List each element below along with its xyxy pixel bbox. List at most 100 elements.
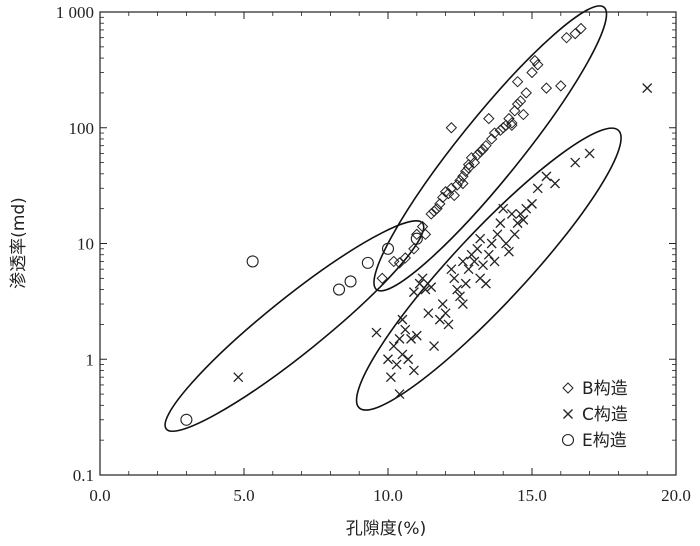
data-point-cross [495, 218, 506, 229]
x-tick-label: 5.0 [233, 486, 254, 505]
data-point-cross [452, 284, 463, 295]
data-point-cross [455, 291, 465, 302]
circle-marker-shape [180, 413, 193, 426]
data-point-cross [397, 314, 408, 325]
data-point-diamond [419, 228, 432, 241]
data-point-cross [408, 365, 419, 376]
x-axis-title: 孔隙度(%) [346, 519, 426, 539]
cross-marker-stroke [429, 341, 440, 352]
diamond-marker-shape [497, 122, 509, 134]
legend-label: E构造 [582, 431, 627, 451]
data-point-diamond [474, 146, 486, 158]
data-point-diamond [439, 186, 452, 198]
data-point-cross [457, 256, 468, 267]
data-point-diamond [468, 156, 481, 169]
cross-marker-stroke [394, 333, 405, 344]
data-point-diamond [477, 143, 489, 156]
data-point-diamond [431, 202, 443, 215]
data-point-diamond [399, 252, 411, 264]
data-point-circle [180, 413, 193, 426]
diamond-marker-shape [442, 187, 455, 200]
diamond-marker-shape [457, 170, 469, 183]
diamond-marker-shape [462, 162, 475, 174]
cross-marker-stroke [518, 214, 529, 225]
data-point-cross [411, 330, 422, 341]
diamond-marker-shape [457, 177, 469, 190]
diamond-marker-shape [428, 205, 440, 217]
y-tick-label: 100 [69, 119, 95, 138]
cross-marker-stroke [469, 256, 480, 267]
data-point-diamond [514, 95, 527, 107]
cross-marker-stroke [532, 183, 543, 194]
diamond-marker-shape [514, 95, 527, 107]
cross-marker-stroke [480, 278, 491, 289]
data-point-cross [394, 333, 405, 344]
cross-marker-stroke [486, 238, 497, 249]
diamond-marker-shape [494, 124, 507, 137]
data-point-cross [233, 372, 244, 383]
cross-marker-stroke [563, 409, 573, 419]
circle-marker-shape [561, 433, 575, 447]
legend-marker-circle [561, 433, 575, 447]
cross-marker-stroke [457, 299, 468, 309]
cross-marker-stroke [371, 327, 382, 338]
cross-marker-stroke [391, 359, 402, 370]
data-point-cross [527, 198, 537, 209]
cross-marker-stroke [463, 264, 474, 275]
cross-marker-stroke [642, 83, 653, 94]
data-point-diamond [376, 272, 388, 285]
data-point-cross [469, 256, 480, 267]
diamond-marker-shape [425, 208, 437, 220]
diamond-marker-shape [411, 228, 423, 241]
cluster-ellipse [355, 127, 622, 411]
data-point-cross [480, 278, 491, 289]
x-tick-label: 15.0 [517, 486, 547, 505]
data-point-diamond [532, 59, 544, 71]
data-point-diamond [555, 80, 567, 92]
data-point-cross [518, 214, 529, 225]
diamond-marker-shape [529, 54, 541, 67]
data-point-cross [486, 238, 497, 249]
data-point-cross [388, 341, 399, 352]
data-point-cross [408, 287, 419, 298]
data-point-cross [371, 327, 382, 338]
y-tick-label: 0.1 [73, 466, 94, 485]
data-point-diamond [511, 75, 524, 88]
cross-marker-stroke [512, 218, 523, 229]
data-point-cross [584, 148, 595, 159]
cross-marker-stroke [501, 238, 512, 249]
diamond-marker-shape [526, 66, 538, 79]
legend-marker-diamond [562, 382, 574, 394]
data-point-cross [532, 183, 543, 194]
cross-marker-stroke [527, 198, 537, 209]
diamond-marker-shape [419, 228, 432, 241]
cross-marker-stroke [426, 282, 437, 293]
data-point-diamond [425, 208, 437, 220]
data-point-cross [429, 341, 440, 352]
cross-marker-stroke [509, 229, 520, 240]
cross-marker-stroke [406, 333, 416, 344]
cross-marker-stroke [408, 287, 419, 298]
data-point-diamond [506, 117, 518, 129]
data-point-diamond [488, 127, 501, 139]
data-point-cross [440, 308, 451, 319]
cross-marker-stroke [383, 354, 393, 365]
data-point-diamond [471, 149, 483, 161]
diamond-marker-shape [506, 117, 518, 129]
data-point-cross [394, 389, 405, 400]
data-point-cross [501, 238, 512, 249]
data-point-cross [426, 282, 437, 293]
data-point-cross [383, 354, 393, 365]
cross-marker-stroke [385, 372, 396, 383]
diamond-marker-shape [399, 252, 411, 264]
data-point-diamond [483, 112, 495, 125]
diamond-marker-shape [562, 382, 574, 394]
diamond-marker-shape [376, 272, 388, 285]
data-point-cross [437, 299, 448, 309]
data-point-diamond [411, 228, 423, 241]
legend-label: B构造 [582, 379, 628, 399]
data-point-cross [385, 372, 396, 383]
cluster-ellipses [164, 5, 622, 433]
cross-marker-stroke [408, 365, 419, 376]
diamond-marker-shape [540, 82, 553, 94]
